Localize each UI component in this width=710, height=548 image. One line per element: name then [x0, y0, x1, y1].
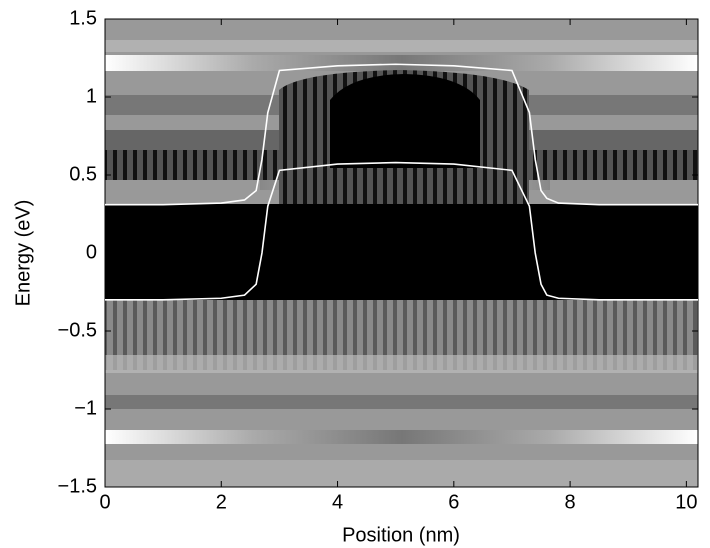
band-edge-line: [105, 63, 698, 206]
band-edge-line: [105, 161, 698, 301]
y-tick-label: −1.5: [58, 475, 97, 497]
x-tick-label: 0: [99, 491, 110, 513]
x-tick-label: 2: [216, 491, 227, 513]
y-tick-label: −1: [74, 397, 97, 419]
x-tick-label: 10: [675, 491, 697, 513]
x-axis-label: Position (nm): [342, 524, 460, 546]
density-map: [105, 19, 698, 487]
y-tick-label: 1.5: [69, 7, 97, 29]
y-tick-label: −0.5: [58, 319, 97, 341]
y-tick-label: 0.5: [69, 163, 97, 185]
x-tick-label: 4: [332, 491, 343, 513]
y-tick-label: 1: [86, 85, 97, 107]
y-tick-label: 0: [86, 241, 97, 263]
y-axis-label: Energy (eV): [12, 200, 34, 307]
x-tick-label: 8: [565, 491, 576, 513]
x-tick-label: 6: [448, 491, 459, 513]
